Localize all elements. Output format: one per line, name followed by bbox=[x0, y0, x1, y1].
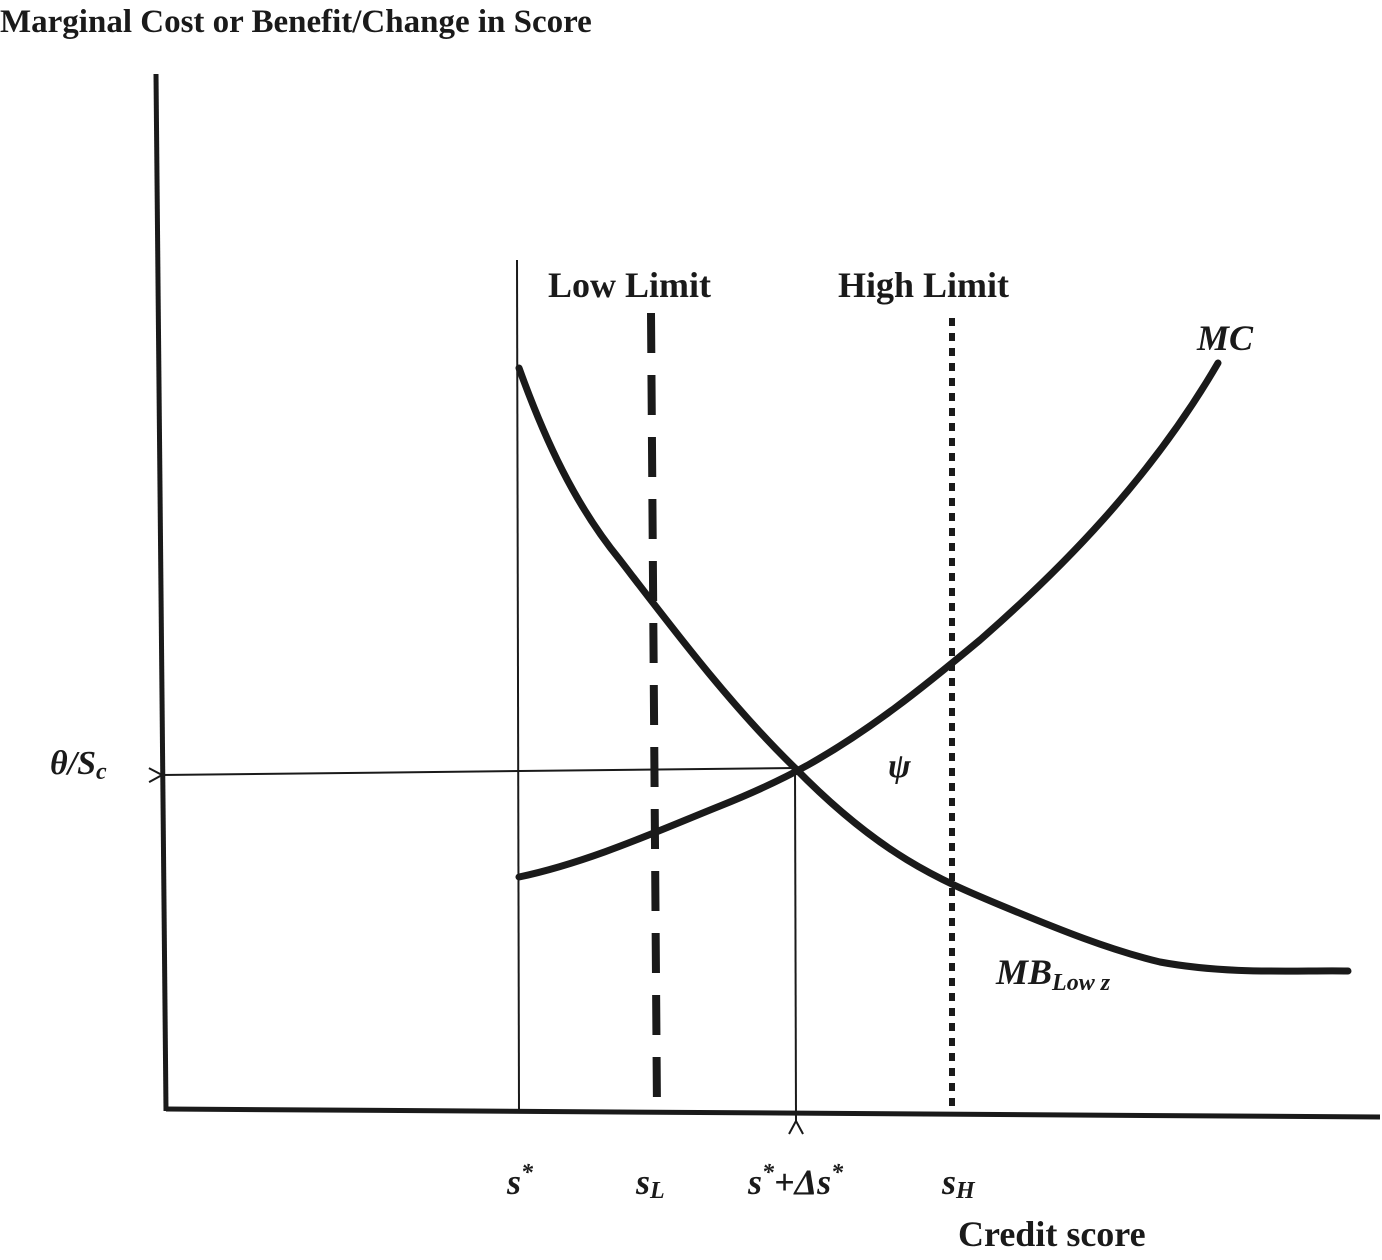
tick-s-high: sH bbox=[941, 1162, 976, 1204]
tick-s-low-sub: L bbox=[649, 1178, 665, 1204]
tick-s-star: s* bbox=[506, 1160, 534, 1202]
theta-sc-subscript: c bbox=[96, 759, 107, 785]
theta-sc-label: θ/Sc bbox=[50, 745, 107, 785]
tick-s-star-sup: * bbox=[521, 1160, 534, 1186]
high-limit-label: High Limit bbox=[838, 265, 1009, 305]
mb-curve bbox=[515, 364, 1352, 975]
delta-s-arrow bbox=[795, 767, 796, 1121]
low-limit-label: Low Limit bbox=[548, 265, 711, 305]
tick-s-high-sub: H bbox=[955, 1178, 976, 1204]
mc-label: MC bbox=[1196, 318, 1254, 358]
x-axis-label: Credit score bbox=[958, 1214, 1146, 1254]
mb-subscript: Low z bbox=[1051, 970, 1111, 996]
theta-arrow bbox=[162, 767, 796, 775]
tick-s-shift-sup1: * bbox=[762, 1160, 775, 1186]
s-star-line bbox=[516, 259, 520, 1112]
y-axis bbox=[153, 73, 169, 1112]
x-axis bbox=[165, 1106, 1381, 1120]
mc-curve bbox=[515, 359, 1222, 881]
tick-s-low: sL bbox=[635, 1162, 665, 1204]
tick-s-shift-b: +Δs bbox=[774, 1162, 831, 1202]
low-limit-line bbox=[647, 312, 661, 1112]
psi-label: ψ bbox=[888, 748, 911, 785]
chart-title: Marginal Cost or Benefit/Change in Score bbox=[0, 4, 592, 40]
tick-s-shift: s*+Δs* bbox=[747, 1160, 844, 1202]
tick-s-shift-sup2: * bbox=[831, 1160, 844, 1186]
mb-label: MBLow z bbox=[995, 952, 1111, 996]
